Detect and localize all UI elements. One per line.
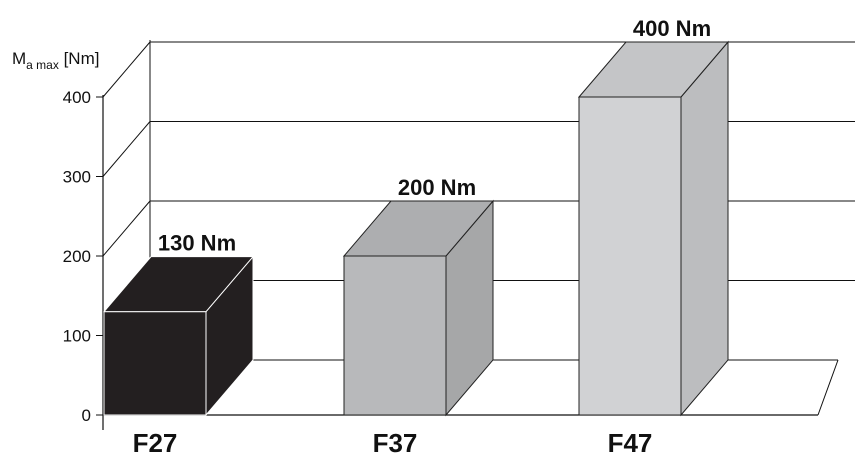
x-category-label: F47 (608, 428, 653, 457)
y-tick-label: 400 (63, 88, 91, 107)
bar-top (342, 200, 495, 257)
grid-line-slant (102, 121, 151, 177)
bar-data-label: 130 Nm (158, 231, 236, 256)
bar-data-label: 200 Nm (398, 175, 476, 200)
bar-data-label: 400 Nm (633, 16, 711, 41)
y-axis-label-subscript: a max (26, 58, 59, 72)
x-category-label: F37 (373, 428, 418, 457)
y-axis-label-unit: [Nm] (59, 49, 100, 68)
grid-line-slant (102, 41, 151, 98)
bar-top (577, 41, 730, 98)
x-category-label: F27 (133, 428, 178, 457)
chart-axes (102, 95, 818, 430)
bar-front (103, 311, 207, 416)
bar-side (680, 40, 729, 417)
y-tick-label: 300 (63, 168, 91, 187)
y-tick-label: 100 (63, 327, 91, 346)
bar-top (102, 256, 255, 313)
y-axis-label: Ma max [Nm] (12, 49, 99, 72)
chart-bars (102, 40, 730, 417)
y-tick-label: 0 (82, 406, 91, 425)
bar-front (343, 255, 447, 416)
y-tick-label: 200 (63, 247, 91, 266)
chart-labels: 130 Nm F27 200 Nm F37 400 Nm F47 (133, 16, 712, 457)
y-axis-label-main: M (12, 49, 26, 68)
bar-front (578, 96, 682, 416)
grid-line-slant (102, 200, 151, 257)
floor-right-edge (817, 359, 839, 416)
